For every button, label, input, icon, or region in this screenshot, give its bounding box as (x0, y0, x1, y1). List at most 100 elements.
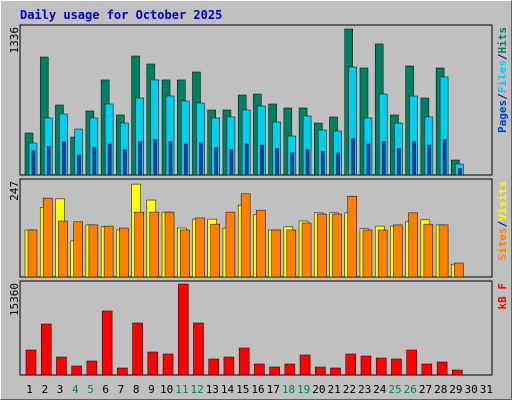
bar (71, 365, 82, 376)
legend-entry: Hits (496, 27, 509, 54)
legend: kB F (496, 283, 509, 310)
bar (147, 351, 159, 376)
x-tick-label: 19 (297, 383, 310, 396)
x-tick-label: 2 (42, 383, 49, 396)
bar (134, 211, 144, 278)
bar (132, 322, 143, 376)
legend-separator: / (496, 93, 509, 100)
bar (56, 356, 67, 376)
x-tick-label: 9 (148, 383, 155, 396)
x-tick-label: 22 (343, 383, 356, 396)
x-tick-label: 20 (312, 383, 325, 396)
legend-entry: Sites (496, 227, 509, 260)
bar (31, 150, 36, 176)
bar (406, 349, 417, 376)
bar (223, 356, 235, 376)
bar (244, 143, 249, 176)
x-tick-label: 10 (160, 383, 173, 396)
bar (149, 211, 160, 278)
bar (123, 149, 127, 176)
bar (427, 144, 432, 176)
bar (88, 224, 99, 278)
x-tick-label: 27 (419, 383, 432, 396)
bar (199, 142, 203, 176)
chart-title: Daily usage for October 2025 (20, 8, 222, 22)
x-tick-label: 26 (404, 383, 417, 396)
bar (351, 138, 355, 176)
bar (284, 363, 296, 376)
bar (153, 139, 158, 176)
bar (214, 147, 218, 176)
bar (438, 224, 449, 278)
x-tick-label: 4 (72, 383, 79, 396)
bar (27, 229, 38, 278)
bar (58, 220, 68, 278)
bar (452, 369, 463, 376)
bar (184, 143, 188, 176)
bar (393, 224, 403, 278)
x-tick-label: 29 (449, 383, 462, 396)
x-tick-label: 14 (221, 383, 235, 396)
bar (229, 149, 234, 176)
x-tick-label: 31 (480, 383, 493, 396)
bar (317, 213, 327, 278)
bar (336, 152, 340, 176)
bar (397, 148, 401, 176)
x-tick-label: 24 (373, 383, 387, 396)
bar (210, 223, 220, 278)
bar (193, 322, 204, 376)
x-tick-label: 15 (236, 383, 249, 396)
legend-entry: Pages (496, 100, 509, 133)
bar (119, 227, 129, 278)
x-tick-label: 17 (267, 383, 280, 396)
bar (290, 152, 295, 176)
bar (107, 143, 112, 176)
legend-entry: kB F (496, 283, 509, 310)
bar (305, 149, 310, 176)
legend-entry: Visits (496, 181, 509, 221)
bar (92, 147, 97, 176)
bar (269, 366, 280, 376)
x-tick-label: 28 (434, 383, 447, 396)
bar (238, 347, 250, 376)
legend-entry: Files (496, 60, 509, 93)
bar (377, 229, 388, 278)
bar (73, 221, 83, 278)
bar (442, 139, 447, 176)
bar (225, 211, 236, 278)
bar (423, 223, 434, 278)
legend-separator: / (496, 220, 509, 227)
bar (208, 358, 219, 376)
bar (62, 141, 66, 176)
bar (408, 212, 418, 278)
legend: Pages/Files/Hits (496, 27, 509, 133)
x-tick-label: 8 (133, 383, 140, 396)
bar (86, 360, 98, 376)
x-tick-label: 18 (282, 383, 295, 396)
legend-separator: / (496, 53, 509, 60)
bar (256, 209, 266, 278)
bar (436, 361, 448, 376)
bar (117, 367, 128, 376)
bar (454, 262, 464, 278)
bar (458, 168, 462, 176)
bar (381, 141, 386, 176)
x-tick-label: 23 (358, 383, 371, 396)
bar (375, 357, 387, 376)
bar (332, 213, 342, 278)
bar (77, 154, 81, 176)
legend: Sites/Visits (496, 181, 509, 261)
bar (46, 145, 51, 176)
y-tick-label: 1336 (8, 27, 21, 54)
x-tick-label: 13 (206, 383, 219, 396)
bar (180, 229, 190, 278)
bar (195, 217, 205, 278)
bar (240, 193, 251, 278)
bar (360, 355, 372, 376)
x-tick-label: 7 (118, 383, 125, 396)
x-tick-label: 25 (388, 383, 401, 396)
x-tick-label: 12 (190, 383, 203, 396)
bar (25, 349, 37, 376)
